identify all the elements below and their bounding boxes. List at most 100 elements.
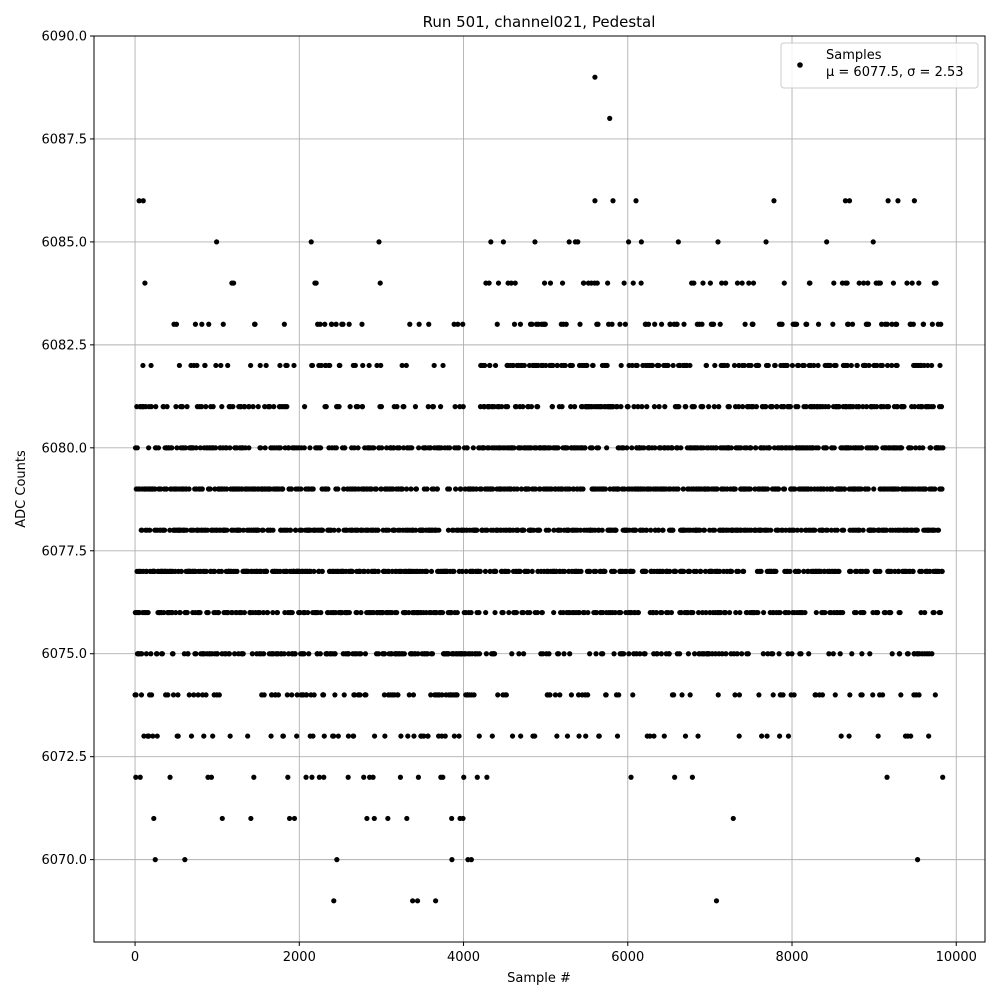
data-point [813, 609, 819, 616]
data-point [836, 568, 842, 574]
data-point [355, 445, 361, 451]
data-point [642, 651, 648, 657]
data-point [154, 651, 160, 657]
data-point [280, 486, 286, 492]
data-point [765, 362, 771, 369]
data-point [735, 568, 742, 574]
data-point [142, 280, 148, 286]
data-point [625, 239, 632, 245]
data-point [436, 527, 442, 533]
data-point [755, 609, 761, 616]
outlier-point [607, 115, 613, 121]
data-point [804, 321, 810, 327]
data-point [439, 609, 446, 616]
data-point [745, 651, 751, 657]
data-point [628, 774, 634, 780]
data-point [715, 239, 721, 245]
data-point [274, 609, 281, 616]
data-point [894, 362, 900, 369]
data-point [277, 362, 283, 369]
data-point [309, 774, 315, 780]
data-point [529, 321, 535, 327]
data-point [260, 609, 267, 616]
data-point [504, 404, 511, 410]
data-point [455, 321, 461, 327]
data-point [382, 733, 388, 739]
y-tick-label: 6090.0 [42, 30, 88, 45]
data-point [365, 568, 371, 574]
data-point [139, 527, 145, 533]
chart-title: Run 501, channel021, Pedestal [423, 13, 656, 31]
data-point [711, 404, 717, 410]
data-point [311, 568, 317, 574]
data-point [859, 445, 865, 451]
data-point [576, 733, 582, 739]
y-tick-label: 6082.5 [42, 338, 88, 353]
data-point [739, 651, 745, 657]
data-point [940, 774, 946, 780]
data-point [134, 445, 140, 451]
data-point [289, 609, 295, 616]
data-point [919, 404, 925, 410]
data-point [776, 651, 782, 657]
data-point [505, 568, 511, 574]
data-point [682, 733, 689, 739]
data-point [621, 280, 627, 286]
data-point [830, 651, 836, 657]
data-point [772, 362, 778, 369]
data-point [826, 651, 832, 657]
data-point [667, 568, 673, 574]
data-point [564, 733, 571, 739]
data-point [477, 568, 483, 574]
data-point [866, 362, 872, 369]
data-point [760, 651, 766, 657]
data-point [879, 321, 885, 327]
data-point [399, 486, 405, 492]
data-point [859, 692, 865, 698]
data-point [672, 774, 678, 780]
data-point [789, 445, 795, 451]
data-point [858, 486, 864, 492]
data-point [668, 609, 675, 616]
data-point [595, 445, 602, 451]
data-point [781, 280, 787, 286]
data-point [374, 362, 380, 369]
data-point [647, 733, 653, 739]
data-point [421, 733, 427, 739]
data-point [317, 651, 323, 657]
data-point [630, 692, 636, 698]
data-point [658, 651, 664, 657]
data-point [789, 651, 795, 657]
data-point [916, 692, 922, 698]
data-point [595, 321, 601, 327]
data-point [834, 527, 840, 533]
data-point [301, 651, 307, 657]
data-point [163, 486, 169, 492]
data-point [411, 733, 417, 739]
data-point [517, 321, 524, 327]
data-point [212, 568, 218, 574]
data-point [618, 362, 624, 369]
data-point [569, 362, 575, 369]
data-point [152, 857, 158, 863]
data-point [719, 280, 725, 286]
data-point [763, 404, 769, 410]
outlier-point [410, 898, 416, 904]
data-point [506, 609, 512, 616]
data-point [796, 568, 802, 574]
data-point [736, 733, 742, 739]
data-point [460, 404, 466, 410]
data-point [847, 692, 853, 698]
data-point [415, 651, 421, 657]
data-point [520, 404, 526, 410]
data-point [856, 280, 862, 286]
data-point [914, 857, 921, 863]
data-point [637, 651, 643, 657]
data-point [534, 609, 541, 616]
data-point [806, 651, 812, 657]
data-point [830, 321, 836, 327]
data-point [362, 651, 369, 657]
data-point [311, 692, 317, 698]
data-point [785, 733, 792, 739]
data-point [520, 609, 526, 616]
